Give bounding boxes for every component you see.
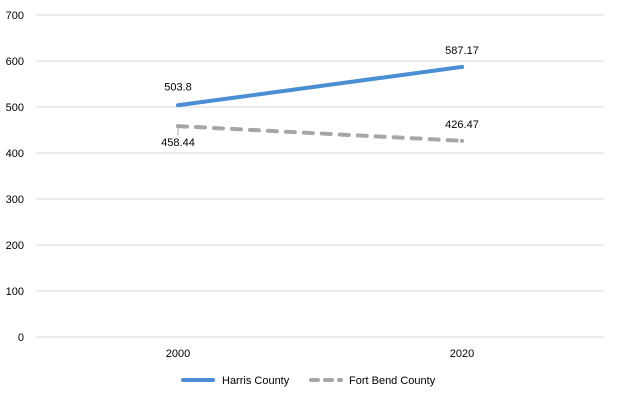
y-tick-label: 0 — [18, 332, 24, 344]
data-labels: 503.8 587.17 458.44 426.47 — [161, 45, 479, 149]
y-tick-label: 600 — [6, 56, 24, 68]
x-axis: 2000 2020 — [166, 348, 474, 360]
gridlines — [36, 14, 604, 338]
y-axis: 0 100 200 300 400 500 600 700 — [6, 10, 24, 344]
data-label: 503.8 — [164, 81, 192, 93]
series-line-harris-county — [176, 64, 464, 108]
y-tick-label: 200 — [6, 240, 24, 252]
y-tick-label: 400 — [6, 148, 24, 160]
series-lines — [176, 64, 464, 143]
legend-item: Fort Bend County — [309, 375, 436, 387]
legend-label: Harris County — [222, 375, 290, 387]
y-tick-label: 300 — [6, 194, 24, 206]
data-point — [460, 64, 464, 69]
legend: Harris County Fort Bend County — [181, 375, 436, 387]
legend-item: Harris County — [181, 375, 290, 387]
data-label: 426.47 — [445, 119, 479, 131]
data-point — [176, 124, 180, 129]
x-tick-label: 2020 — [450, 348, 474, 360]
legend-label: Fort Bend County — [349, 375, 436, 387]
x-tick-label: 2000 — [166, 348, 190, 360]
y-tick-label: 700 — [6, 10, 24, 22]
data-point — [176, 103, 180, 108]
data-label: 587.17 — [445, 45, 479, 57]
y-tick-label: 500 — [6, 102, 24, 114]
y-tick-label: 100 — [6, 286, 24, 298]
data-point — [460, 138, 464, 143]
data-label: 458.44 — [161, 137, 195, 149]
series-line-fort-bend-county — [176, 124, 464, 143]
